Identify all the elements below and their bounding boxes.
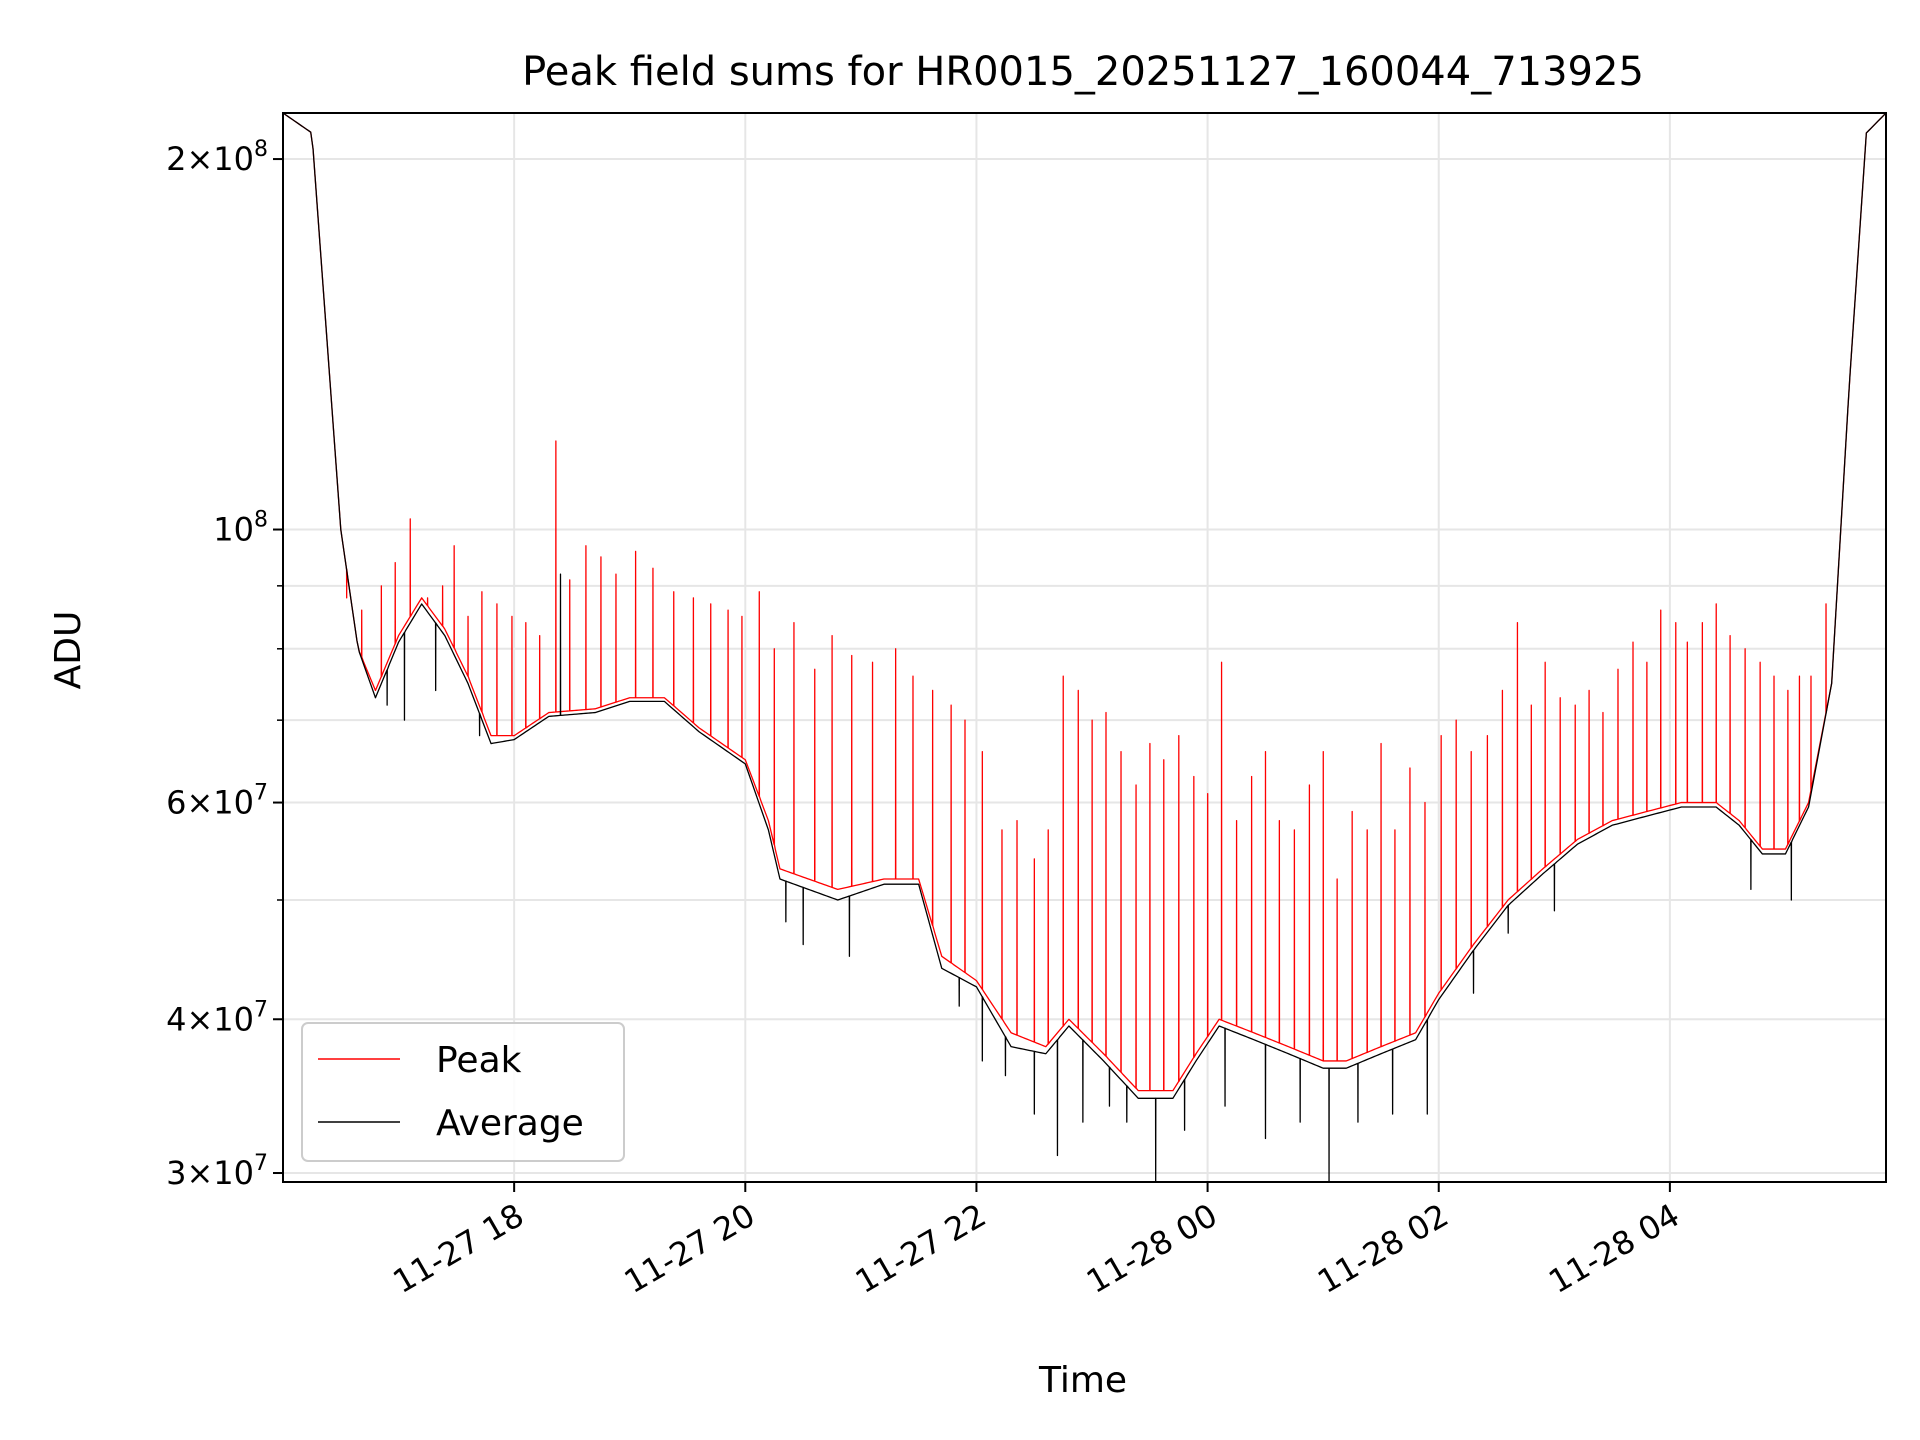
y-tick-label-2: 6×107 bbox=[166, 781, 268, 822]
chart-title: Peak field sums for HR0015_20251127_1600… bbox=[522, 49, 1644, 95]
series-line-average bbox=[283, 113, 1886, 1182]
series-line-peak bbox=[283, 113, 1886, 1092]
grid bbox=[283, 113, 1886, 1182]
legend-peak-label: Peak bbox=[436, 1040, 522, 1081]
y-tick-label-1: 4×107 bbox=[166, 997, 268, 1038]
y-axis: 3×107 4×107 6×107 108 2×108 bbox=[166, 137, 283, 1192]
y-tick-label-4: 2×108 bbox=[166, 137, 268, 178]
y-tick-label-3: 108 bbox=[213, 508, 268, 549]
y-tick-label-0: 3×107 bbox=[166, 1151, 268, 1192]
legend-average-label: Average bbox=[436, 1103, 584, 1144]
legend: Peak Average bbox=[301, 1022, 625, 1162]
y-axis-label: ADU bbox=[48, 611, 89, 690]
plot-frame bbox=[282, 112, 1887, 1183]
legend-box bbox=[301, 1022, 625, 1162]
plot-series bbox=[283, 113, 1886, 1182]
x-axis-label: Time bbox=[1038, 1360, 1127, 1401]
